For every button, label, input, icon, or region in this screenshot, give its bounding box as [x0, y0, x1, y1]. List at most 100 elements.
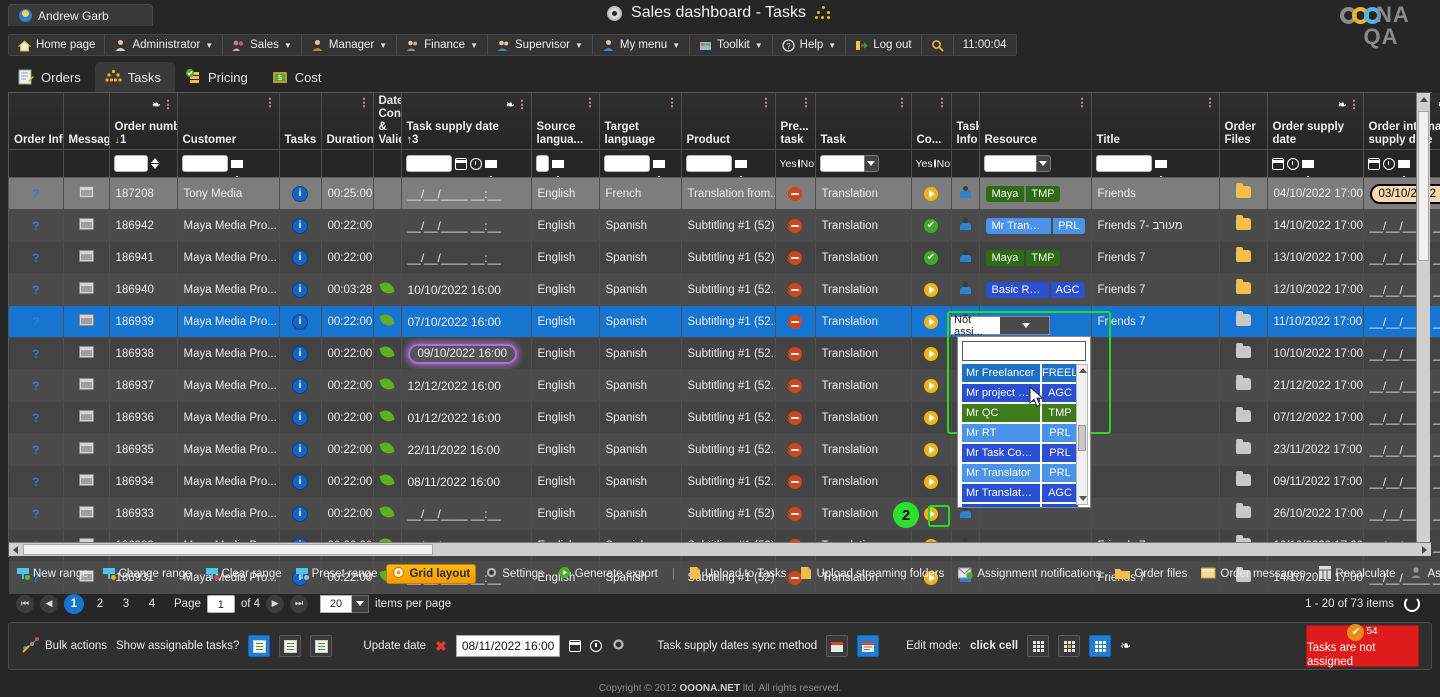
order-info-icon[interactable]: ?	[32, 282, 40, 297]
cell-title[interactable]: Friends 7- מעורב	[1091, 209, 1220, 242]
clock-icon[interactable]	[1382, 157, 1395, 170]
cell-customer[interactable]: Maya Media Pro...	[177, 401, 280, 434]
cell-order-number[interactable]: 187208	[109, 177, 178, 210]
dropdown-item[interactable]: Mr Translator PRL	[962, 464, 1078, 482]
table-row[interactable]: ? 186941 Maya Media Pro... i 00:22:00 __/__/_…	[9, 241, 1440, 274]
cell-order-number[interactable]: 186933	[109, 497, 178, 530]
cell-order-info[interactable]: ?	[9, 497, 64, 530]
sync-method-option-1[interactable]	[826, 635, 849, 657]
cell-tasks[interactable]: i	[279, 465, 322, 498]
no-pre-task-icon[interactable]	[788, 571, 802, 585]
message-icon[interactable]	[78, 314, 94, 326]
cell-target-language[interactable]: Spanish	[599, 241, 682, 274]
cell-task-supply-date[interactable]: 22/11/2022 16:00	[401, 433, 532, 466]
order-files-icon[interactable]	[1235, 439, 1251, 454]
toolbar-button-change-range[interactable]: Change range	[98, 566, 197, 583]
status-in-progress-icon[interactable]	[924, 506, 938, 521]
cell-target-language[interactable]: Spanish	[599, 273, 682, 306]
cell-order-number[interactable]: 186939	[109, 305, 178, 338]
cell-date-conf-valid[interactable]	[373, 369, 402, 402]
assign-person-icon[interactable]	[959, 505, 972, 519]
cell-resource[interactable]	[979, 561, 1092, 594]
task-info-icon[interactable]: i	[293, 378, 307, 393]
message-icon[interactable]	[78, 186, 94, 198]
status-in-progress-icon[interactable]	[924, 570, 938, 585]
cell-duration[interactable]: 00:22:00	[321, 337, 374, 370]
cell-product[interactable]: Subtitling #1 (52)	[681, 497, 776, 530]
cell-message[interactable]	[63, 305, 110, 338]
tasks-not-assigned-button[interactable]: ✔ 54 Tasks are not assigned	[1306, 623, 1419, 668]
menu-item-home-page[interactable]: Home page	[9, 35, 106, 55]
cell-pre-task[interactable]	[775, 305, 816, 338]
order-info-icon[interactable]: ?	[32, 442, 40, 457]
order-info-icon[interactable]: ?	[32, 378, 40, 393]
cell-tasks[interactable]: i	[279, 369, 322, 402]
cell-task[interactable]: Translation	[815, 433, 912, 466]
cell-order-supply-date[interactable]: 14/10/2022 17:00	[1267, 209, 1364, 242]
page-number-1[interactable]: 1	[64, 593, 84, 614]
table-row[interactable]: ? 186933 Maya Media Pro... i 00:22:00 __/__/_…	[9, 497, 1440, 530]
check-all-icon[interactable]: ❧	[1338, 100, 1347, 111]
col-co[interactable]: ⋮ Co...	[911, 93, 952, 150]
cell-message[interactable]	[63, 401, 110, 434]
dropdown-item[interactable]: Mr project managerAGC	[962, 384, 1078, 402]
valid-leaf-icon[interactable]	[379, 408, 395, 424]
cell-order-files[interactable]	[1219, 401, 1268, 434]
order-files-icon[interactable]	[1235, 503, 1251, 518]
check-all-icon[interactable]: ❧	[506, 100, 515, 111]
status-in-progress-icon[interactable]	[924, 186, 938, 201]
cell-order-files[interactable]	[1219, 465, 1268, 498]
no-pre-task-icon[interactable]	[788, 283, 802, 297]
cell-tasks[interactable]: i	[279, 305, 322, 338]
check-all-icon[interactable]: ❧	[1438, 99, 1440, 112]
cell-order-info[interactable]: ?	[9, 273, 64, 306]
order-files-icon[interactable]	[1235, 215, 1251, 230]
product-filter-input[interactable]	[685, 155, 732, 172]
cell-duration[interactable]: 00:22:00	[321, 369, 374, 402]
cell-date-conf-valid[interactable]	[373, 497, 402, 530]
cell-date-conf-valid[interactable]	[373, 241, 402, 274]
dropdown-item[interactable]: Mr Task Confirmati...PRL	[962, 444, 1078, 462]
filter-icon[interactable]	[1154, 159, 1167, 177]
resource-dropdown-search-input[interactable]	[962, 341, 1086, 361]
toolbar-button-preset-range[interactable]: Preset range	[291, 566, 383, 583]
cell-task-info[interactable]	[951, 177, 980, 210]
cell-task-supply-date[interactable]: __/__/____ __:__	[401, 209, 532, 242]
cell-co[interactable]	[911, 337, 952, 370]
menu-item-finance[interactable]: Finance ▼	[397, 35, 488, 55]
edit-mode-option-3[interactable]	[1089, 635, 1112, 657]
cell-product[interactable]: Subtitling #1 (52...	[681, 305, 776, 338]
menu-item-search[interactable]	[922, 35, 954, 55]
toolbar-button-assign-all[interactable]: Assign all	[1405, 565, 1440, 583]
table-row[interactable]: ? 186942 Maya Media Pro... i 00:22:00 __/__/_…	[9, 209, 1440, 242]
cell-target-language[interactable]: Spanish	[599, 497, 682, 530]
dropdown-item[interactable]: Mr Translator 2 AGC	[962, 484, 1078, 502]
cell-resource[interactable]: Maya TMP	[979, 177, 1092, 210]
menu-item-administrator[interactable]: Administrator ▼	[105, 35, 224, 55]
task-info-icon[interactable]: i	[293, 570, 307, 585]
cell-task[interactable]: Translation	[815, 561, 912, 594]
order-number-spinner[interactable]	[150, 158, 159, 169]
cell-date-conf-valid[interactable]	[373, 433, 402, 466]
cell-order-number[interactable]: 186934	[109, 465, 178, 498]
source-language-filter-input[interactable]	[535, 155, 549, 172]
more-options-icon[interactable]: ⋮	[1204, 97, 1216, 109]
customer-filter-input[interactable]	[181, 155, 228, 172]
cell-tasks[interactable]: i	[279, 497, 322, 530]
cell-order-info[interactable]: ?	[9, 241, 64, 274]
cell-product[interactable]: Translation from...	[681, 177, 776, 210]
calendar-icon[interactable]	[454, 157, 467, 170]
cell-customer[interactable]: Maya Media Pro...	[177, 369, 280, 402]
status-in-progress-icon[interactable]	[924, 442, 938, 457]
cell-product[interactable]: Subtitling #1 (52...	[681, 369, 776, 402]
cell-order-files[interactable]	[1219, 209, 1268, 242]
valid-leaf-icon[interactable]	[379, 504, 395, 520]
task-info-icon[interactable]: i	[293, 282, 307, 297]
cell-task-supply-date[interactable]: 07/10/2022 16:00	[401, 305, 532, 338]
col-task-info[interactable]: Task Info	[951, 93, 980, 150]
cell-order-supply-date[interactable]: 09/11/2022 17:00	[1267, 465, 1364, 498]
toolbar-button-clear-range[interactable]: Clear range	[201, 566, 287, 583]
col-customer[interactable]: ⋮ Customer	[177, 93, 280, 150]
cell-task-supply-date[interactable]: __/__/____ __:__	[401, 177, 532, 210]
col-resource[interactable]: ⋮ Resource	[979, 93, 1092, 150]
